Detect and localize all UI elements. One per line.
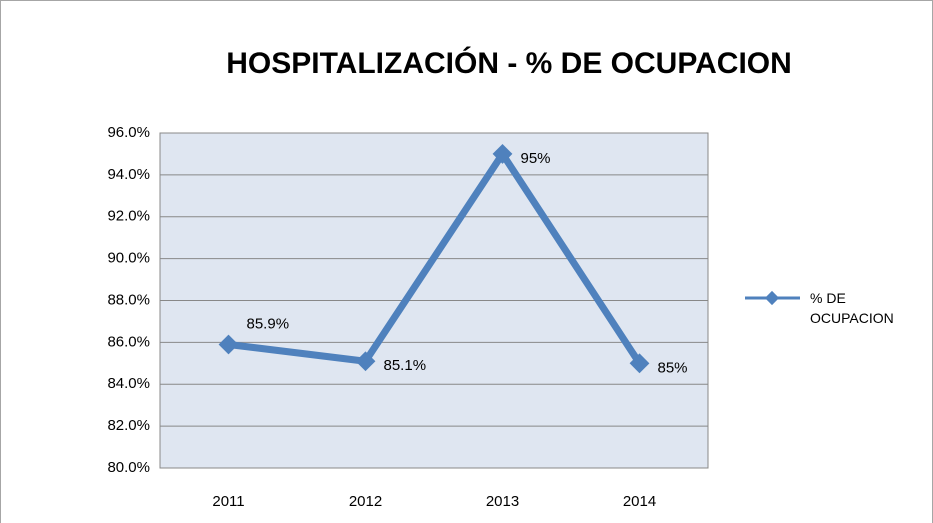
data-label: 85.9% (247, 315, 290, 332)
x-tick-label: 2014 (623, 493, 656, 510)
y-tick-label: 80.0% (107, 459, 150, 476)
marker (355, 351, 376, 372)
x-tick-label: 2011 (212, 493, 244, 510)
y-tick-label: 96.0% (107, 124, 150, 141)
y-tick-label: 82.0% (107, 417, 150, 434)
y-tick-label: 84.0% (107, 375, 150, 392)
marker (492, 144, 513, 164)
legend-label: % DE OCUPACION (810, 290, 894, 326)
data-label: 85% (658, 359, 688, 376)
y-tick-label: 90.0% (107, 250, 150, 267)
series-line (228, 150, 643, 366)
legend-marker (764, 290, 780, 306)
marker (218, 334, 239, 355)
x-tick-label: 2012 (349, 493, 382, 510)
y-tick-label: 88.0% (107, 291, 150, 308)
data-label: 95% (521, 150, 551, 167)
y-tick-label: 92.0% (107, 208, 150, 225)
y-tick-label: 94.0% (107, 166, 150, 183)
chart-title: HOSPITALIZACIÓN - % DE OCUPACION (226, 46, 792, 80)
x-tick-label: 2013 (486, 493, 519, 510)
data-label: 85.1% (384, 357, 427, 374)
marker (629, 353, 650, 374)
y-tick-label: 86.0% (107, 333, 150, 350)
